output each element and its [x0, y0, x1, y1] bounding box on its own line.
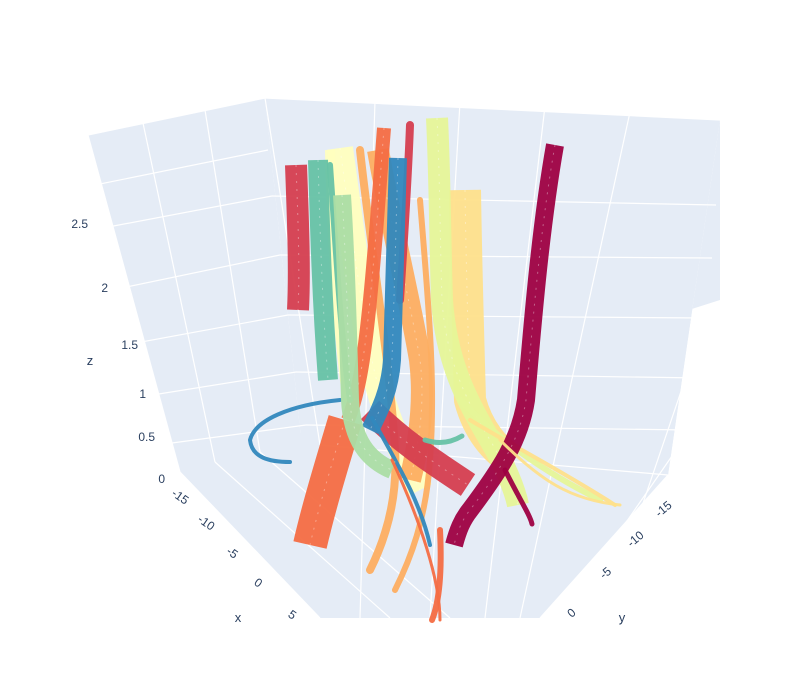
streamtube-trace — [498, 438, 622, 507]
streamtube-trace — [392, 197, 436, 593]
gridline — [87, 97, 266, 136]
gridline — [259, 451, 451, 619]
y-tick-label: -5 — [597, 564, 614, 582]
z-tick-label: 1 — [139, 387, 146, 401]
x-tick-label: 5 — [286, 607, 300, 622]
streamtube-strand — [317, 159, 329, 381]
streamtube-trace — [422, 433, 465, 446]
gridline — [264, 97, 721, 121]
gridline — [179, 471, 321, 619]
streamtube-trace — [390, 458, 442, 622]
streamtube-trace — [370, 416, 432, 547]
x-tick-label: 0 — [252, 575, 266, 590]
streamtube-trace — [361, 157, 407, 435]
streamtube-trace — [308, 159, 338, 381]
x-tick-label: -10 — [195, 512, 218, 534]
streamtube-trace — [502, 467, 535, 527]
streamtube-trace — [468, 418, 617, 507]
gridline — [124, 314, 289, 346]
scene-gridlines — [87, 97, 721, 619]
gridline — [102, 195, 273, 229]
gridline — [87, 134, 181, 473]
gridline — [539, 474, 669, 619]
streamtube-trace — [285, 164, 310, 311]
gridline — [94, 149, 269, 186]
z-tick-label: 2.5 — [71, 217, 88, 231]
gridline — [139, 371, 297, 398]
x-tick-label: -5 — [224, 544, 241, 562]
y-tick-label: 0 — [564, 605, 578, 620]
z-tick-label: 0 — [158, 472, 165, 486]
z-tick-label: 1.5 — [121, 338, 138, 352]
streamtube-strand — [436, 117, 519, 506]
y-tick-label: -15 — [652, 498, 675, 520]
x-tick-label: -15 — [169, 486, 192, 508]
streamtube-strand — [453, 144, 556, 546]
z-tick-label: 0.5 — [138, 430, 155, 444]
streamtube-trace — [333, 194, 396, 479]
streamtube-trace — [293, 415, 362, 549]
z-axis-title: z — [87, 353, 94, 368]
streamtube-trace — [247, 398, 342, 464]
streamtube-strand — [309, 419, 346, 546]
z-tick-label: 2 — [101, 281, 108, 295]
gridline — [519, 111, 631, 619]
gridline — [111, 254, 281, 291]
streamtube-trace — [445, 143, 564, 548]
gridline — [156, 424, 307, 446]
streamtube-trace — [457, 397, 603, 503]
gridline — [142, 122, 216, 463]
x-axis-title: x — [235, 610, 242, 625]
streamtube-strand — [341, 194, 393, 471]
streamtube-strand — [369, 157, 399, 431]
gridline — [204, 109, 261, 453]
streamtube-traces — [247, 117, 622, 623]
gridline — [639, 317, 707, 513]
streamtube-trace — [429, 527, 444, 623]
y-tick-label: -10 — [624, 528, 647, 550]
gridline — [484, 105, 546, 619]
y-axis-title: y — [619, 610, 626, 625]
gridline — [599, 429, 691, 561]
